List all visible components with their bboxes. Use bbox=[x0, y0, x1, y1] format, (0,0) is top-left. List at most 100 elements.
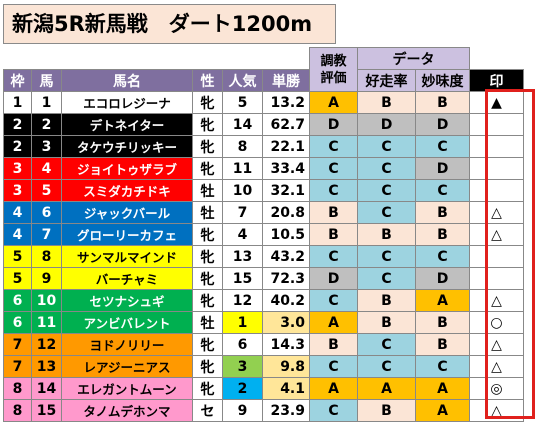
cell-popularity: 10 bbox=[222, 179, 263, 202]
cell-sex: 牝 bbox=[192, 91, 223, 114]
cell-popularity: 3 bbox=[222, 355, 263, 378]
cell-uma: 14 bbox=[31, 377, 62, 400]
cell-name: スミダカチドキ bbox=[61, 179, 193, 202]
cell-uma: 9 bbox=[31, 267, 62, 290]
table-row: 4 6 ジャックバール牡 7 20.8 B C B △ bbox=[3, 201, 524, 224]
table-row: 6 10 セツナシュギ牝 12 40.2 C B A △ bbox=[3, 289, 524, 312]
table-row: 2 3 タケウチリッキー牝 8 22.1 C C C bbox=[3, 135, 524, 158]
cell-name: ヨドノリリー bbox=[61, 333, 193, 356]
cell-mark bbox=[469, 179, 524, 202]
cell-uma: 12 bbox=[31, 333, 62, 356]
header-name: 馬名 bbox=[61, 69, 193, 92]
cell-training: B bbox=[309, 201, 358, 224]
cell-blood: C bbox=[415, 135, 470, 158]
cell-name: アンビバレント bbox=[61, 311, 193, 334]
cell-mark: △ bbox=[469, 333, 524, 356]
cell-name: グローリーカフェ bbox=[61, 223, 193, 246]
cell-trend: C bbox=[357, 245, 416, 268]
cell-blood: D bbox=[415, 267, 470, 290]
cell-training: D bbox=[309, 113, 358, 136]
header-training-line1: 調教 bbox=[320, 53, 347, 69]
cell-sex: 牝 bbox=[192, 223, 223, 246]
cell-training: C bbox=[309, 355, 358, 378]
cell-uma: 3 bbox=[31, 135, 62, 158]
cell-sex: 牝 bbox=[192, 333, 223, 356]
cell-trend: B bbox=[357, 399, 416, 422]
cell-waku: 2 bbox=[3, 135, 32, 158]
cell-mark: △ bbox=[469, 289, 524, 312]
cell-mark bbox=[469, 135, 524, 158]
cell-odds: 9.8 bbox=[262, 355, 310, 378]
cell-sex: 牝 bbox=[192, 267, 223, 290]
cell-trend: B bbox=[357, 311, 416, 334]
cell-popularity: 2 bbox=[222, 377, 263, 400]
cell-waku: 8 bbox=[3, 377, 32, 400]
cell-mark: ▲ bbox=[469, 91, 524, 114]
cell-mark: ◎ bbox=[469, 377, 524, 400]
cell-popularity: 14 bbox=[222, 113, 263, 136]
cell-odds: 20.8 bbox=[262, 201, 310, 224]
cell-mark bbox=[469, 245, 524, 268]
cell-sex: 牝 bbox=[192, 377, 223, 400]
cell-popularity: 1 bbox=[222, 311, 263, 334]
cell-blood: B bbox=[415, 311, 470, 334]
table-row: 4 7 グローリーカフェ牝 4 10.5 B B B △ bbox=[3, 223, 524, 246]
table-row: 6 11 アンビバレント牡 1 3.0 A B B ○ bbox=[3, 311, 524, 334]
cell-uma: 6 bbox=[31, 201, 62, 224]
cell-odds: 72.3 bbox=[262, 267, 310, 290]
cell-popularity: 8 bbox=[222, 135, 263, 158]
cell-trend: C bbox=[357, 179, 416, 202]
cell-popularity: 4 bbox=[222, 223, 263, 246]
table-row: 3 4 ジョイトゥザラブ牝 11 33.4 C C D bbox=[3, 157, 524, 180]
cell-trend: B bbox=[357, 91, 416, 114]
cell-name: エコロレジーナ bbox=[61, 91, 193, 114]
cell-name: タケウチリッキー bbox=[61, 135, 193, 158]
header-training: 調教 評価 bbox=[309, 47, 358, 92]
table-row: 5 9 バーチャミ牝 15 72.3 D C D bbox=[3, 267, 524, 290]
cell-mark bbox=[469, 157, 524, 180]
cell-name: ジャックバール bbox=[61, 201, 193, 224]
cell-name: エレガントムーン bbox=[61, 377, 193, 400]
cell-training: A bbox=[309, 91, 358, 114]
cell-odds: 13.2 bbox=[262, 91, 310, 114]
table-row: 1 1 エコロレジーナ牝 5 13.2 A B B ▲ bbox=[3, 91, 524, 114]
cell-training: C bbox=[309, 289, 358, 312]
cell-odds: 22.1 bbox=[262, 135, 310, 158]
cell-name: レアジーニアス bbox=[61, 355, 193, 378]
cell-uma: 8 bbox=[31, 245, 62, 268]
table-row: 7 13 レアジーニアス牝 3 9.8 C C C △ bbox=[3, 355, 524, 378]
cell-trend: C bbox=[357, 333, 416, 356]
header-training-line2: 評価 bbox=[320, 70, 347, 86]
cell-sex: 牝 bbox=[192, 355, 223, 378]
cell-trend: B bbox=[357, 289, 416, 312]
table-row: 8 15 タノムデホンマセ 9 23.9 C B A △ bbox=[3, 399, 524, 422]
cell-uma: 5 bbox=[31, 179, 62, 202]
cell-uma: 11 bbox=[31, 311, 62, 334]
cell-blood: C bbox=[415, 355, 470, 378]
cell-blood: D bbox=[415, 113, 470, 136]
cell-trend: C bbox=[357, 201, 416, 224]
cell-trend: A bbox=[357, 377, 416, 400]
cell-popularity: 5 bbox=[222, 91, 263, 114]
header-spacer-mark bbox=[470, 48, 524, 70]
cell-waku: 1 bbox=[3, 91, 32, 114]
header-popularity: 人気 bbox=[222, 69, 263, 92]
cell-training: C bbox=[309, 157, 358, 180]
cell-waku: 7 bbox=[3, 333, 32, 356]
header-trend: 好走率 bbox=[357, 69, 416, 92]
cell-uma: 15 bbox=[31, 399, 62, 422]
cell-uma: 13 bbox=[31, 355, 62, 378]
header-sex: 性 bbox=[192, 69, 223, 92]
cell-blood: C bbox=[415, 179, 470, 202]
header-mark: 印 bbox=[469, 69, 524, 92]
cell-blood: A bbox=[415, 377, 470, 400]
cell-odds: 33.4 bbox=[262, 157, 310, 180]
header-data-group: データ bbox=[357, 47, 470, 70]
cell-mark: △ bbox=[469, 223, 524, 246]
cell-training: A bbox=[309, 311, 358, 334]
cell-trend: C bbox=[357, 157, 416, 180]
cell-popularity: 6 bbox=[222, 333, 263, 356]
cell-uma: 4 bbox=[31, 157, 62, 180]
cell-name: ジョイトゥザラブ bbox=[61, 157, 193, 180]
cell-waku: 8 bbox=[3, 399, 32, 422]
